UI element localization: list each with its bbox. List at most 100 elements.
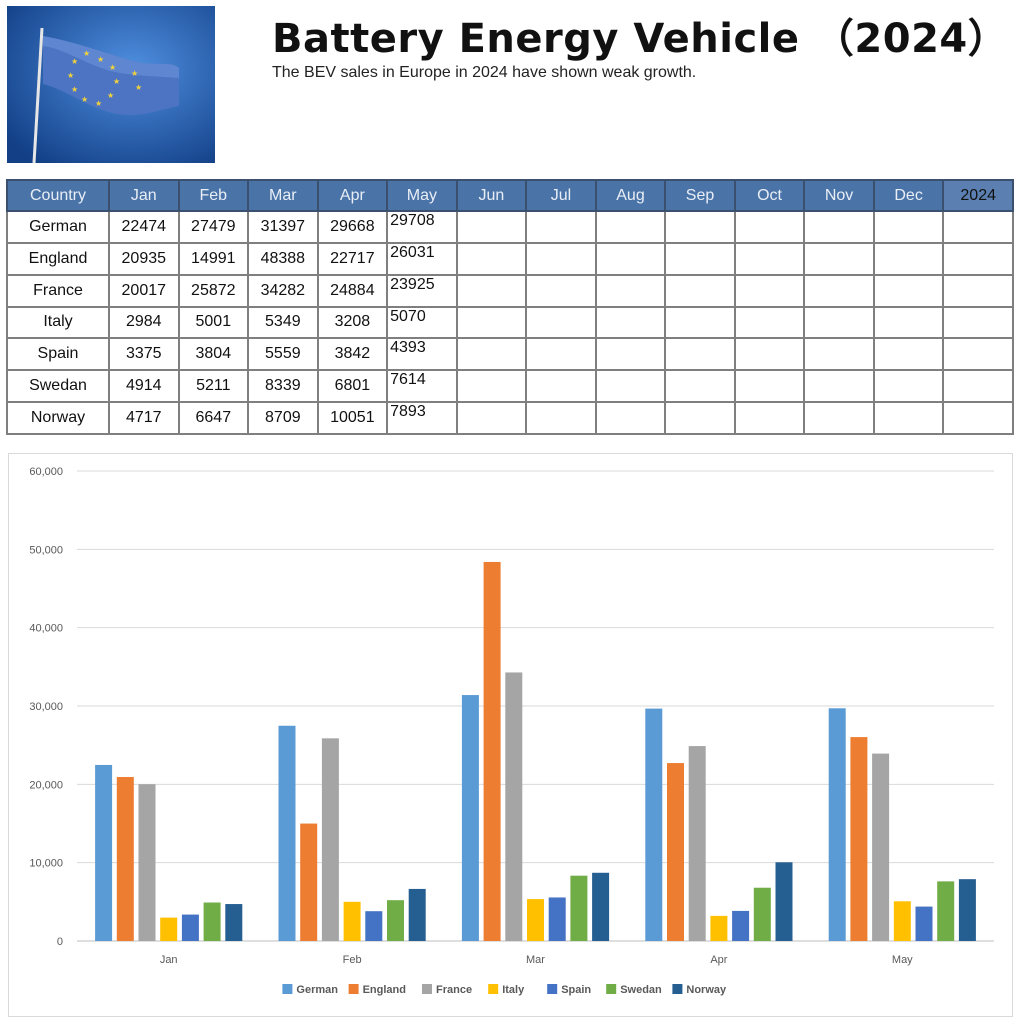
cell-value <box>664 241 736 276</box>
legend-label: England <box>363 984 406 996</box>
table-row: France 20017 25872 34282 24884 23925 <box>6 273 1014 308</box>
table-row: Spain 3375 3804 5559 3842 4393 <box>6 337 1014 372</box>
col-header-may: May <box>386 179 458 212</box>
legend-swatch <box>606 984 617 994</box>
cell-value <box>803 273 875 308</box>
legend-swatch <box>547 984 558 994</box>
cell-value <box>942 210 1014 244</box>
cell-value <box>594 337 667 372</box>
bar-spain-feb <box>365 911 383 941</box>
legend-swatch <box>282 984 293 994</box>
bar-norway-may <box>958 879 976 941</box>
cell-value: 5349 <box>247 305 319 340</box>
cell-value <box>872 305 945 340</box>
table-body: German 22474 27479 31397 29668 29708 England 20… <box>6 210 1014 435</box>
cell-value: 22474 <box>108 210 180 244</box>
cell-value: 27479 <box>177 210 250 244</box>
cell-value: 6647 <box>177 401 250 435</box>
table-row: England 20935 14991 48388 22717 26031 <box>6 241 1014 276</box>
bar-spain-jan <box>181 914 199 941</box>
cell-value: 29668 <box>316 210 389 244</box>
bar-norway-apr <box>775 862 793 941</box>
cell-country: Italy <box>6 305 110 340</box>
table-header-row: Country Jan Feb Mar Apr May Jun Jul Aug … <box>6 179 1014 212</box>
bar-spain-apr <box>732 910 750 941</box>
bar-france-may <box>872 753 890 941</box>
cell-country: Norway <box>6 401 110 435</box>
bar-france-feb <box>321 738 339 941</box>
y-tick-label: 0 <box>57 936 63 948</box>
table-row: Italy 2984 5001 5349 3208 5070 <box>6 305 1014 340</box>
bar-swedan-feb <box>387 900 404 941</box>
bar-german-jan <box>95 764 113 941</box>
bar-norway-feb <box>408 888 426 941</box>
legend-label: Italy <box>502 984 525 996</box>
bar-england-may <box>850 737 868 941</box>
cell-value <box>942 401 1014 435</box>
cell-value <box>455 337 528 372</box>
cell-value <box>664 273 736 308</box>
bar-england-apr <box>667 763 684 941</box>
cell-value <box>455 305 528 340</box>
cell-value <box>942 273 1014 308</box>
svg-text:★: ★ <box>107 91 114 100</box>
cell-value <box>872 273 945 308</box>
cell-value <box>664 305 736 340</box>
svg-text:★: ★ <box>71 85 78 94</box>
svg-text:★: ★ <box>95 99 102 108</box>
legend-swatch <box>488 984 499 994</box>
cell-value <box>942 241 1014 276</box>
bar-italy-mar <box>527 899 544 941</box>
svg-text:★: ★ <box>97 55 104 64</box>
cell-value <box>733 241 806 276</box>
y-tick-label: 40,000 <box>29 623 63 635</box>
cell-value: 23925 <box>386 273 458 308</box>
cell-value: 3375 <box>108 337 180 372</box>
cell-value <box>872 241 945 276</box>
eu-flag-image: ★ ★ ★ ★ ★ ★ ★ ★ ★ ★ ★ ★ <box>7 6 215 164</box>
bar-italy-feb <box>343 901 361 941</box>
bar-spain-may <box>915 906 933 941</box>
cell-value: 20935 <box>108 241 180 276</box>
col-header-nov: Nov <box>803 179 875 212</box>
cell-value: 34282 <box>247 273 319 308</box>
cell-value: 8339 <box>247 369 319 404</box>
y-tick-label: 10,000 <box>29 858 63 870</box>
cell-value <box>803 337 875 372</box>
cell-country: England <box>6 241 110 276</box>
svg-text:★: ★ <box>67 71 74 80</box>
cell-value: 4914 <box>108 369 180 404</box>
cell-value: 8709 <box>247 401 319 435</box>
cell-value <box>803 369 875 404</box>
table-row: German 22474 27479 31397 29668 29708 <box>6 210 1014 244</box>
y-tick-label: 60,000 <box>29 466 63 478</box>
col-header-country: Country <box>6 179 110 212</box>
col-header-dec: Dec <box>872 179 945 212</box>
col-header-apr: Apr <box>316 179 389 212</box>
cell-value <box>455 210 528 244</box>
cell-value <box>455 273 528 308</box>
col-header-jul: Jul <box>525 179 597 212</box>
bar-italy-apr <box>710 915 728 941</box>
cell-country: France <box>6 273 110 308</box>
cell-value <box>664 401 736 435</box>
cell-value <box>803 210 875 244</box>
bar-england-feb <box>300 823 318 941</box>
cell-value: 14991 <box>177 241 250 276</box>
cell-value: 3804 <box>177 337 250 372</box>
cell-value <box>803 305 875 340</box>
svg-text:★: ★ <box>81 95 88 104</box>
col-header-aug: Aug <box>594 179 667 212</box>
legend-label: German <box>296 984 338 996</box>
cell-value: 4717 <box>108 401 180 435</box>
cell-value <box>525 305 597 340</box>
cell-value <box>733 273 806 308</box>
cell-value <box>594 273 667 308</box>
svg-text:★: ★ <box>83 49 90 58</box>
cell-value <box>664 337 736 372</box>
cell-value: 5070 <box>386 305 458 340</box>
cell-country: Swedan <box>6 369 110 404</box>
cell-value <box>594 241 667 276</box>
bar-spain-mar <box>548 897 566 941</box>
x-tick-label: Jan <box>160 954 178 966</box>
